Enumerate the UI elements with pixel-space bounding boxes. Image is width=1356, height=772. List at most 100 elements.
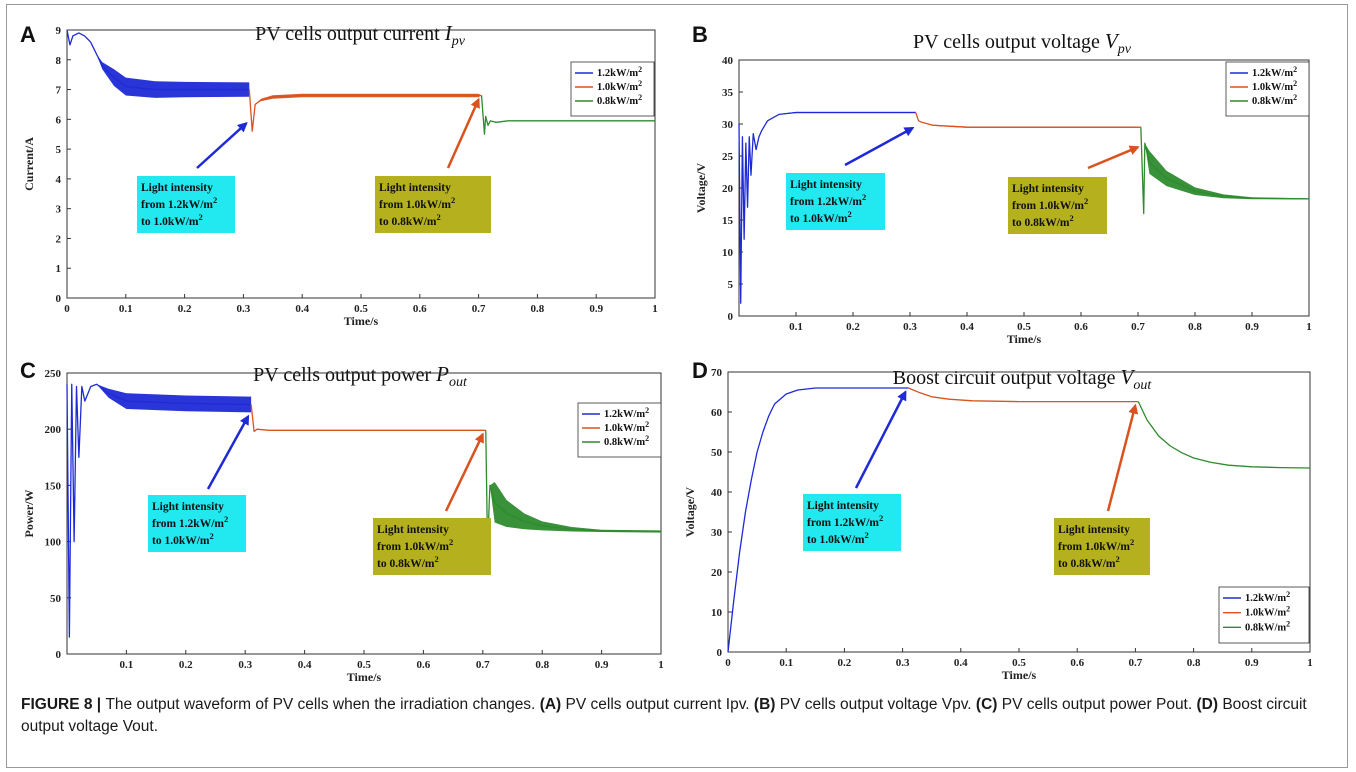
annotation-line-text: from 1.0kW/m (379, 199, 451, 211)
series-line (915, 112, 1141, 128)
legend-entry-text: 0.8kW/m (1245, 622, 1286, 633)
annotation-line-text: to 0.8kW/m (1058, 558, 1116, 570)
y-tick-label: 4 (56, 174, 62, 186)
annotation-box (1008, 177, 1107, 234)
annotation-line: from 1.2kW/m2 (141, 195, 217, 211)
legend-entry-superscript: 2 (638, 65, 642, 74)
y-axis-label: Power/W (22, 490, 36, 538)
y-tick-label: 250 (45, 368, 62, 380)
series-3 (1137, 401, 1311, 469)
legend-box (577, 402, 662, 458)
annotation-arrow (446, 97, 480, 169)
series-line (480, 95, 655, 135)
caption-segment: Boost circuit output voltage Vout. (21, 696, 1307, 735)
x-tick-label: 0.7 (1129, 657, 1143, 669)
annotation-box (786, 173, 885, 230)
legend-entry: 1.2kW/m2 (604, 406, 649, 420)
series-band (67, 30, 250, 98)
chart-title-text: PV cells output current (255, 23, 445, 45)
annotation-line-text: from 1.0kW/m (377, 541, 449, 553)
x-tick-label: 0.1 (120, 659, 134, 671)
series-line (727, 387, 909, 653)
series-1 (66, 29, 250, 98)
chart-title-subscript: out (1133, 378, 1152, 393)
x-tick-label: 0.8 (535, 659, 549, 671)
annotation-line: from 1.0kW/m2 (377, 537, 453, 553)
legend-entry-text: 1.0kW/m (1252, 82, 1293, 93)
annotation-superscript: 2 (1070, 213, 1074, 223)
legend-entry: 0.8kW/m2 (1252, 93, 1297, 107)
annotation-superscript: 2 (213, 195, 217, 205)
legend-entry: 1.0kW/m2 (1252, 79, 1297, 93)
series-line (1137, 401, 1311, 469)
x-tick-label: 0.3 (896, 657, 910, 669)
chart-title-symbol: I (444, 21, 453, 45)
annotation-arrow (1087, 145, 1140, 170)
y-axis-label: Current/A (22, 137, 36, 191)
legend-entry: 0.8kW/m2 (604, 434, 649, 448)
y-tick-label: 25 (722, 151, 734, 163)
chart-panel-b: B PV cells output voltage Vpv 0.1 0.2 0.3 0.4… (692, 22, 1312, 346)
y-tick-label: 30 (711, 527, 723, 539)
annotation-line-text: from 1.2kW/m (152, 518, 224, 530)
panel-letter: D (692, 358, 708, 383)
y-tick-label: 20 (722, 183, 734, 195)
x-tick-label: 0.8 (1187, 657, 1201, 669)
annotation-line-text: to 1.0kW/m (152, 535, 210, 547)
y-tick-label: 0 (728, 311, 734, 323)
annotation-box (1054, 518, 1150, 575)
x-axis-label: Time/s (1007, 332, 1042, 346)
annotation-line-text: Light intensity (790, 179, 862, 191)
annotation-line: from 1.2kW/m2 (790, 192, 866, 208)
x-axis-label: Time/s (1002, 668, 1037, 682)
annotation-line-text: from 1.2kW/m (790, 196, 862, 208)
y-tick-label: 10 (722, 247, 734, 259)
annotation-box (373, 518, 491, 575)
chart-title-subscript: pv (451, 34, 466, 49)
y-tick-label: 100 (45, 537, 62, 549)
y-tick-label: 60 (711, 407, 723, 419)
annotation-line-text: Light intensity (1012, 183, 1084, 195)
annotation-line: to 1.0kW/m2 (807, 530, 869, 546)
x-tick-label: 0.2 (178, 303, 192, 315)
annotation-line-text: to 1.0kW/m (141, 216, 199, 228)
caption-separator: | (92, 696, 106, 713)
series-1 (727, 387, 909, 653)
legend-entry-superscript: 2 (1286, 590, 1290, 599)
legend-entry-superscript: 2 (638, 93, 642, 102)
x-tick-label: 0.7 (472, 303, 486, 315)
series-1 (738, 111, 916, 304)
series-3 (480, 95, 655, 135)
annotation-line-text: Light intensity (377, 524, 449, 536)
annotation-arrow (196, 121, 248, 169)
annotation-line: Light intensity (790, 179, 862, 191)
annotation-line: from 1.0kW/m2 (379, 195, 455, 211)
chart-title-text: PV cells output voltage (913, 31, 1105, 53)
annotation-superscript: 2 (435, 554, 439, 564)
series-band (1140, 127, 1309, 214)
y-tick-label: 50 (711, 447, 723, 459)
annotation-superscript: 2 (848, 209, 852, 219)
legend-entry-text: 1.2kW/m (1252, 68, 1293, 79)
chart-title: PV cells output voltage Vpv (913, 29, 1132, 57)
series-2 (908, 387, 1139, 403)
legend-entry: 0.8kW/m2 (597, 93, 642, 107)
annotation-line-text: to 1.0kW/m (807, 534, 865, 546)
figure-caption: FIGURE 8 | The output waveform of PV cel… (21, 694, 1336, 738)
series-line (66, 29, 250, 91)
x-tick-label: 0.6 (1070, 657, 1084, 669)
caption-text: The output waveform of PV cells when the… (21, 696, 1307, 735)
x-tick-label: 0.6 (413, 303, 427, 315)
annotation-line-text: to 0.8kW/m (377, 558, 435, 570)
y-tick-label: 200 (45, 424, 62, 436)
legend-entry-text: 0.8kW/m (1252, 96, 1293, 107)
chart-legend: 1.2kW/m21.0kW/m20.8kW/m2 (1218, 586, 1310, 644)
annotation-superscript: 2 (879, 513, 883, 523)
annotation-line: from 1.0kW/m2 (1058, 537, 1134, 553)
x-tick-label: 0 (725, 657, 731, 669)
y-tick-label: 40 (711, 487, 723, 499)
series-line (1140, 127, 1310, 215)
